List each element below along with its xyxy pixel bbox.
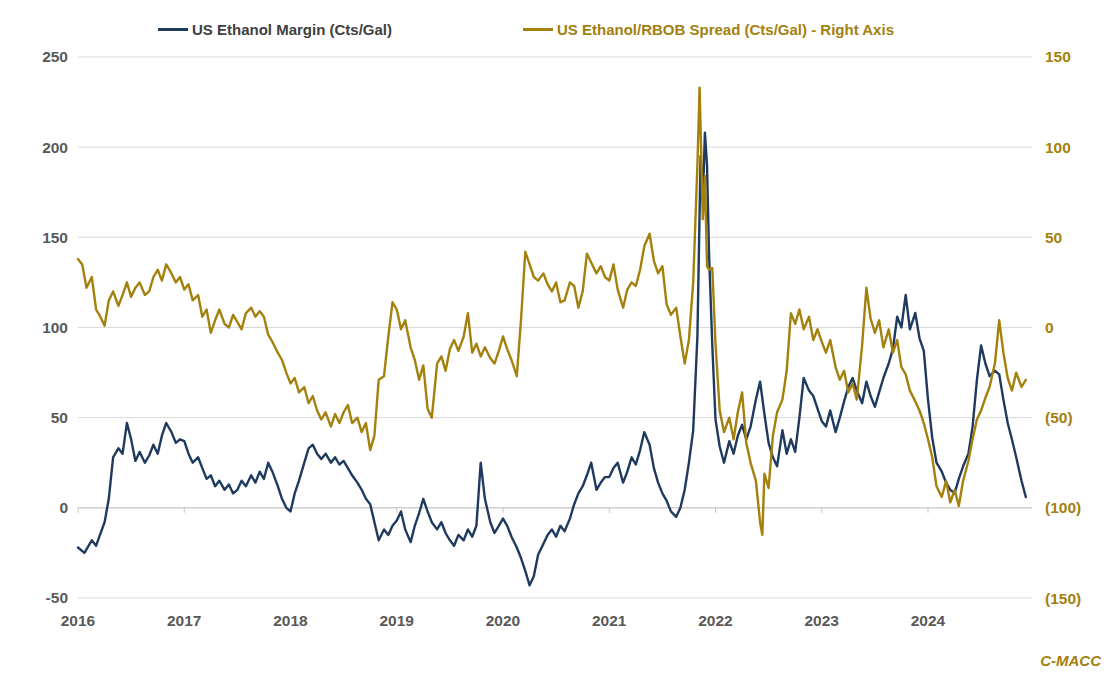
x-axis-year-label: 2023 (805, 612, 840, 629)
y-axis-left-label: -50 (46, 589, 68, 606)
y-axis-right-label: 0 (1045, 319, 1054, 336)
cmacc-watermark: C-MACC (1040, 652, 1101, 669)
chart-canvas: 250 200 150 100 50 0 -50 150 100 50 0 (50) (100) (150… (0, 0, 1117, 675)
x-axis-year-label: 2020 (486, 612, 520, 629)
x-axis-year-label: 2024 (911, 612, 946, 629)
y-axis-right-label: 100 (1045, 139, 1071, 156)
chart-plot-area: 250 200 150 100 50 0 -50 150 100 50 0 (50) (100) (150… (0, 0, 1117, 675)
y-axis-left-label: 150 (42, 229, 68, 246)
y-axis-right-label: (150) (1045, 590, 1081, 607)
y-axis-left-label: 100 (42, 319, 68, 336)
x-axis-year-label: 2021 (592, 612, 627, 629)
series-line-rbob-spread (78, 88, 1026, 535)
y-axis-right-label: (100) (1045, 499, 1081, 516)
y-axis-right-label: 150 (1045, 48, 1071, 65)
x-axis-year-label: 2016 (61, 612, 96, 629)
y-axis-left-label: 0 (59, 499, 68, 516)
x-axis-year-label: 2018 (273, 612, 308, 629)
y-axis-right-label: (50) (1045, 409, 1073, 426)
y-axis-left-label: 250 (42, 48, 68, 65)
x-axis-year-label: 2019 (380, 612, 415, 629)
x-axis-year-label: 2017 (167, 612, 201, 629)
series-line-ethanol-margin (78, 133, 1026, 586)
y-axis-right-label: 50 (1045, 229, 1062, 246)
y-axis-left-label: 50 (51, 409, 68, 426)
y-axis-left-label: 200 (42, 139, 68, 156)
x-axis-year-label: 2022 (698, 612, 732, 629)
